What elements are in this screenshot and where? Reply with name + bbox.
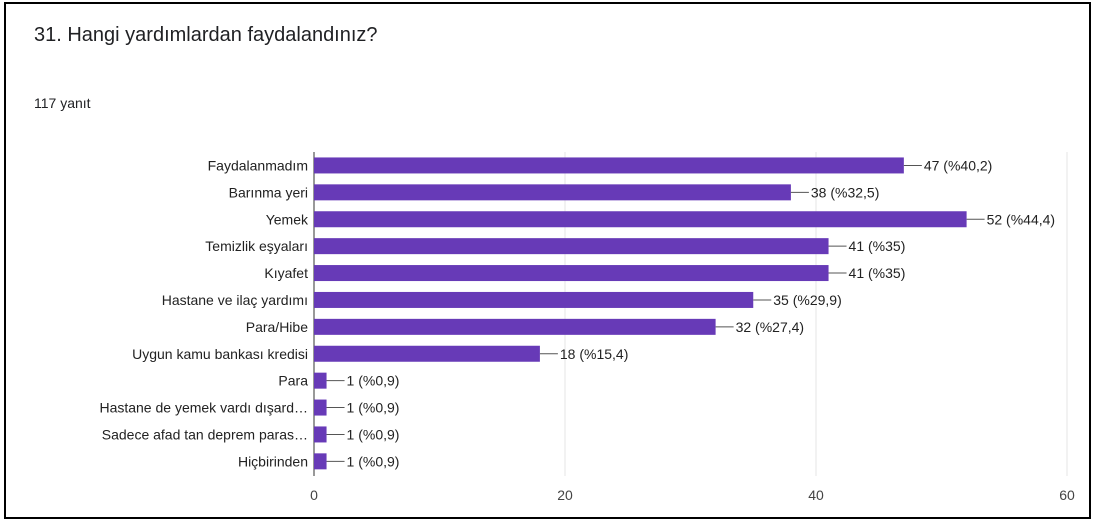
category-label: Faydalanmadım <box>208 157 308 173</box>
category-label: Yemek <box>266 211 309 227</box>
bar <box>314 238 829 255</box>
category-label: Sadece afad tan deprem paras… <box>102 426 308 442</box>
category-label: Uygun kamu bankası kredisi <box>132 346 308 362</box>
x-tick-label: 40 <box>808 487 824 503</box>
x-tick-label: 0 <box>310 487 318 503</box>
category-label: Hastane de yemek vardı dışard… <box>99 400 308 416</box>
data-label: 52 (%44,4) <box>987 211 1055 227</box>
category-label: Para <box>278 373 308 389</box>
category-label: Hastane ve ilaç yardımı <box>162 292 308 308</box>
data-label: 18 (%15,4) <box>560 346 628 362</box>
category-label: Para/Hibe <box>246 319 308 335</box>
bar <box>314 399 327 416</box>
bar <box>314 291 754 308</box>
data-label: 41 (%35) <box>849 265 906 281</box>
data-label: 1 (%0,9) <box>347 453 400 469</box>
data-label: 1 (%0,9) <box>347 426 400 442</box>
data-label: 41 (%35) <box>849 238 906 254</box>
x-tick-label: 60 <box>1059 487 1075 503</box>
bar <box>314 265 829 282</box>
bar <box>314 426 327 443</box>
question-title: 31. Hangi yardımlardan faydalandınız? <box>34 24 378 46</box>
bar <box>314 157 904 174</box>
bar <box>314 184 791 201</box>
data-label: 1 (%0,9) <box>347 373 400 389</box>
data-label: 38 (%32,5) <box>811 184 879 200</box>
data-label: 32 (%27,4) <box>736 319 804 335</box>
data-label: 47 (%40,2) <box>924 157 992 173</box>
category-label: Temizlik eşyaları <box>205 238 308 254</box>
question-card: 31. Hangi yardımlardan faydalandınız? 11… <box>4 2 1091 519</box>
x-tick-label: 20 <box>557 487 573 503</box>
bar <box>314 211 967 228</box>
category-label: Hiçbirinden <box>238 453 308 469</box>
category-label: Kıyafet <box>264 265 308 281</box>
data-label: 35 (%29,9) <box>773 292 841 308</box>
response-count: 117 yanıt <box>34 95 91 111</box>
bar <box>314 372 327 389</box>
bar <box>314 453 327 470</box>
bar <box>314 318 716 335</box>
data-label: 1 (%0,9) <box>347 400 400 416</box>
category-label: Barınma yeri <box>229 184 308 200</box>
bar <box>314 345 540 362</box>
